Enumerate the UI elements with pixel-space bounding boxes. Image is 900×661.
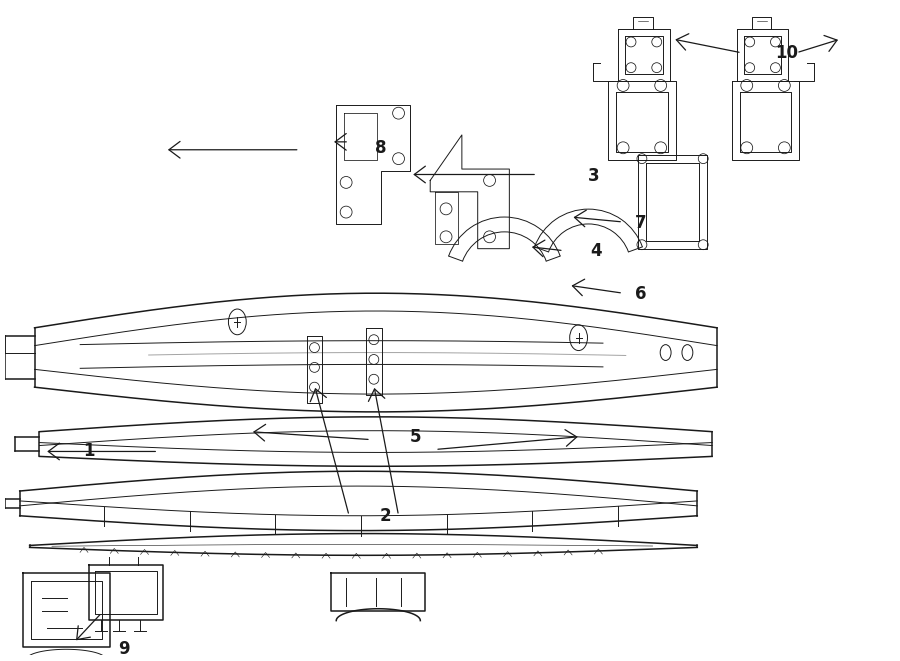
Text: 3: 3 <box>588 167 599 186</box>
Text: 4: 4 <box>590 242 602 260</box>
Text: 6: 6 <box>635 285 647 303</box>
Text: 8: 8 <box>375 139 386 157</box>
Text: 5: 5 <box>410 428 421 446</box>
Text: 1: 1 <box>83 442 94 461</box>
Text: 9: 9 <box>118 641 130 658</box>
Text: 7: 7 <box>635 214 647 232</box>
Text: 2: 2 <box>380 507 392 525</box>
Text: 10: 10 <box>775 44 797 62</box>
